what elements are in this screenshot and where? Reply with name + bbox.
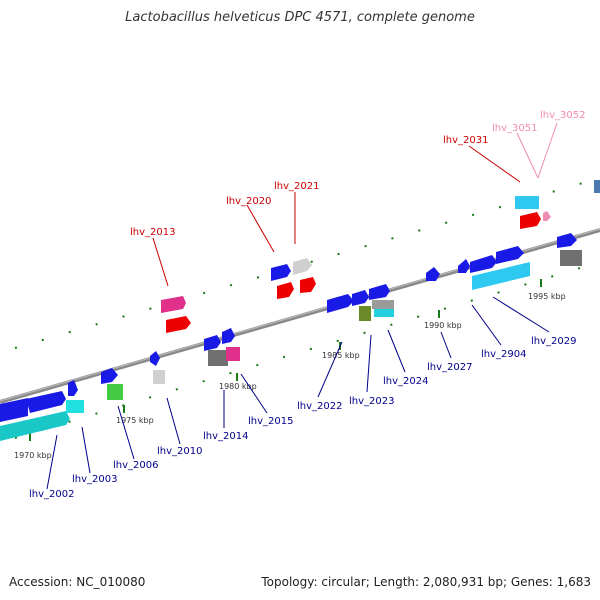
gene-label-lhv-2027[interactable]: lhv_2027 — [427, 362, 472, 373]
gene-label-lhv-2031[interactable]: lhv_2031 — [443, 135, 488, 146]
gene-feature — [472, 262, 530, 290]
gene-feature — [226, 347, 240, 361]
lower-strand-features — [0, 233, 582, 441]
kbp-label: 1995 kbp — [528, 292, 566, 301]
gene-feature — [101, 368, 118, 384]
gene-label-lhv-2020[interactable]: lhv_2020 — [226, 196, 271, 207]
gene-feature — [271, 264, 291, 281]
callout-line — [46, 434, 58, 490]
callout-line — [152, 237, 169, 287]
kbp-label: 1985 kbp — [322, 351, 360, 360]
gene-feature — [0, 398, 28, 422]
gene-feature — [352, 290, 369, 306]
gene-feature — [277, 282, 294, 299]
gene-feature — [208, 350, 228, 366]
callout-line — [246, 204, 275, 253]
callout-line — [366, 334, 372, 393]
gene-feature — [150, 351, 160, 366]
gene-label-lhv-2023[interactable]: lhv_2023 — [349, 396, 394, 407]
callout-line — [166, 397, 181, 445]
gene-feature — [327, 294, 354, 313]
gene-feature — [520, 212, 541, 229]
gene-feature — [374, 309, 394, 317]
callout-line — [117, 405, 135, 460]
gene-label-lhv-2022[interactable]: lhv_2022 — [297, 401, 342, 412]
gene-label-lhv-2013[interactable]: lhv_2013 — [130, 227, 175, 238]
gene-label-lhv-3051[interactable]: lhv_3051 — [492, 123, 537, 134]
topology-label: Topology: circular; Length: 2,080,931 bp… — [261, 575, 591, 589]
gene-label-lhv-2014[interactable]: lhv_2014 — [203, 431, 248, 442]
gene-label-lhv-2003[interactable]: lhv_2003 — [72, 474, 117, 485]
gene-feature — [222, 328, 235, 344]
callout-line — [468, 145, 521, 183]
callout-line — [492, 296, 550, 333]
callout-line — [240, 373, 268, 414]
callout-line — [317, 341, 343, 398]
gene-feature — [557, 233, 577, 248]
gene-feature — [369, 284, 390, 300]
gene-label-lhv-2010[interactable]: lhv_2010 — [157, 446, 202, 457]
kbp-label: 1975 kbp — [116, 416, 154, 425]
gene-feature — [543, 211, 551, 221]
gene-feature — [293, 258, 312, 275]
gene-feature — [560, 250, 582, 266]
gene-feature — [107, 384, 123, 400]
gene-feature — [470, 255, 497, 273]
kbp-label: 1970 kbp — [14, 451, 52, 460]
upper-callouts[interactable]: lhv_2013 lhv_2020 lhv_2021 lhv_2031 lhv_… — [130, 110, 585, 287]
gene-label-lhv-2029[interactable]: lhv_2029 — [531, 336, 576, 347]
gene-feature — [166, 316, 191, 333]
gene-label-lhv-2015[interactable]: lhv_2015 — [248, 416, 293, 427]
gene-label-lhv-2021[interactable]: lhv_2021 — [274, 181, 319, 192]
gene-feature — [426, 267, 440, 281]
accession-label: Accession: NC_010080 — [9, 575, 146, 589]
gene-feature — [68, 380, 78, 396]
kbp-label: 1980 kbp — [219, 382, 257, 391]
gene-label-lhv-2002[interactable]: lhv_2002 — [29, 489, 74, 500]
map-title: Lactobacillus helveticus DPC 4571, compl… — [125, 10, 475, 25]
lower-callouts[interactable]: lhv_2002 lhv_2003 lhv_2006 lhv_2010 lhv_… — [29, 296, 576, 500]
gene-feature — [359, 306, 371, 321]
gene-label-lhv-3052[interactable]: lhv_3052 — [540, 110, 585, 121]
callout-line — [440, 331, 452, 359]
callout-line — [516, 132, 539, 179]
gene-feature — [26, 391, 66, 413]
gene-label-lhv-2024[interactable]: lhv_2024 — [383, 376, 428, 387]
gene-feature — [594, 180, 600, 193]
callout-line — [471, 304, 502, 346]
gene-feature — [496, 246, 524, 264]
gene-label-lhv-2904[interactable]: lhv_2904 — [481, 349, 526, 360]
upper-strand-features — [161, 180, 600, 333]
kbp-label: 1990 kbp — [424, 321, 462, 330]
callout-line — [537, 122, 558, 179]
gene-feature — [153, 370, 165, 384]
gene-label-lhv-2006[interactable]: lhv_2006 — [113, 460, 158, 471]
gene-feature — [66, 400, 84, 413]
kbp-ticks — [29, 279, 542, 441]
gene-feature — [515, 196, 539, 209]
gene-feature — [300, 277, 316, 293]
gene-feature — [161, 296, 186, 313]
gene-feature — [458, 259, 470, 273]
callout-line — [387, 329, 406, 373]
callout-line — [81, 426, 91, 474]
gene-feature — [0, 411, 70, 441]
gene-feature — [372, 300, 394, 309]
gene-feature — [204, 335, 221, 351]
